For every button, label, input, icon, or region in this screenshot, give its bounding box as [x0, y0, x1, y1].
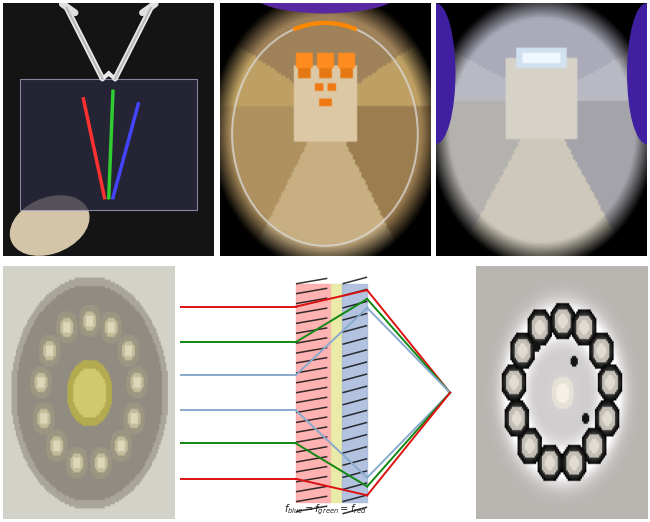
Bar — [296, 284, 331, 502]
Bar — [331, 284, 343, 502]
Ellipse shape — [417, 4, 455, 143]
Text: $f_{blue} = f_{green} = f_{red}$: $f_{blue} = f_{green} = f_{red}$ — [283, 503, 367, 517]
Ellipse shape — [10, 196, 89, 255]
Bar — [20, 79, 198, 210]
Bar — [343, 284, 367, 502]
Ellipse shape — [628, 4, 650, 143]
Ellipse shape — [251, 0, 399, 13]
